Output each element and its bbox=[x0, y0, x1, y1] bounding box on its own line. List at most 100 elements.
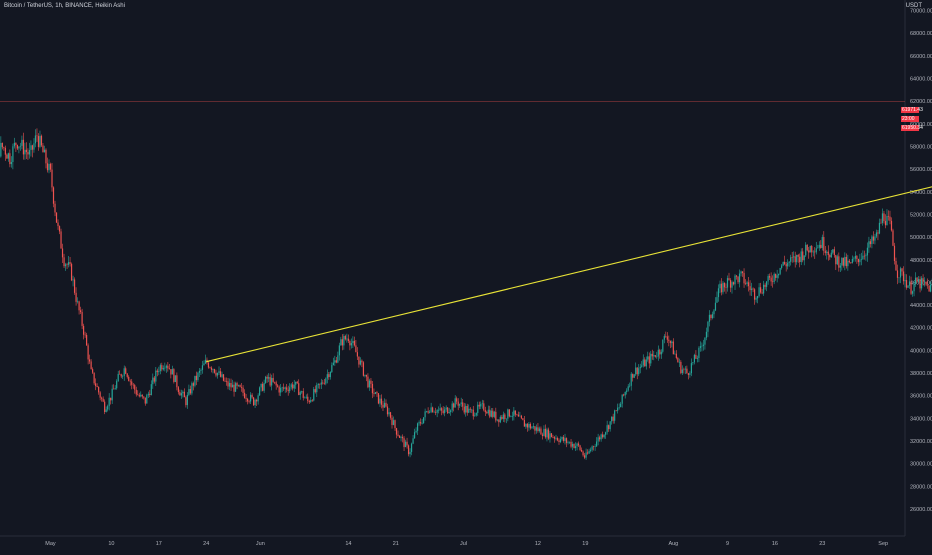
candle-body bbox=[655, 355, 656, 357]
candle-body bbox=[533, 426, 534, 427]
candle-body bbox=[536, 427, 537, 430]
candle-body bbox=[546, 429, 547, 437]
candle-body bbox=[552, 437, 553, 438]
x-tick-label: 17 bbox=[156, 541, 162, 547]
candle-body bbox=[581, 450, 582, 452]
candle-body bbox=[363, 362, 364, 375]
candle-body bbox=[504, 415, 505, 419]
candle-body bbox=[888, 216, 889, 217]
candle-body bbox=[476, 413, 477, 415]
candle-body bbox=[572, 444, 573, 447]
x-tick-label: 12 bbox=[535, 541, 541, 547]
candle-body bbox=[244, 393, 245, 398]
candle-body bbox=[283, 387, 284, 388]
countdown-tag: 23:00 bbox=[901, 116, 919, 122]
candle-body bbox=[130, 381, 131, 382]
candle-body bbox=[376, 392, 377, 393]
candle-body bbox=[859, 260, 860, 263]
candle-body bbox=[364, 375, 365, 376]
candle-body bbox=[789, 262, 790, 263]
candle-body bbox=[238, 385, 239, 386]
candle-body bbox=[593, 446, 594, 447]
candle-body bbox=[500, 417, 501, 422]
candle-body bbox=[229, 383, 230, 387]
candle-body bbox=[68, 262, 69, 265]
candle-body bbox=[212, 369, 213, 370]
candle-body bbox=[822, 237, 823, 248]
candle-body bbox=[810, 246, 811, 252]
candle-body bbox=[595, 446, 596, 447]
candle-body bbox=[45, 150, 46, 164]
candle-body bbox=[273, 378, 274, 382]
candle-body bbox=[62, 249, 63, 258]
candle-body bbox=[242, 388, 243, 393]
x-tick-label: 16 bbox=[772, 541, 778, 547]
x-tick-label: May bbox=[45, 541, 56, 547]
candle-body bbox=[402, 437, 403, 438]
candle-body bbox=[792, 257, 793, 258]
candle-body bbox=[739, 274, 740, 283]
candle-body bbox=[688, 373, 689, 375]
candle-body bbox=[394, 420, 395, 428]
candle-body bbox=[211, 368, 212, 370]
candle-body bbox=[799, 257, 800, 262]
candle-body bbox=[396, 428, 397, 434]
candle-body bbox=[420, 422, 421, 423]
candle-body bbox=[53, 187, 54, 203]
candle-body bbox=[513, 410, 514, 416]
candle-body bbox=[760, 287, 761, 292]
candle-body bbox=[393, 420, 394, 425]
candle-body bbox=[560, 439, 561, 442]
candle-body bbox=[334, 360, 335, 362]
candle-body bbox=[897, 270, 898, 277]
candle-body bbox=[828, 252, 829, 255]
candle-body bbox=[895, 261, 896, 270]
candle-body bbox=[605, 432, 606, 435]
candle-body bbox=[205, 360, 206, 364]
candle-body bbox=[26, 150, 27, 152]
candle-body bbox=[321, 382, 322, 384]
candle-body bbox=[256, 400, 257, 402]
candle-body bbox=[36, 135, 37, 136]
candle-body bbox=[47, 163, 48, 170]
candle-body bbox=[464, 407, 465, 413]
candle-body bbox=[909, 281, 910, 285]
candle-body bbox=[12, 146, 13, 162]
candle-body bbox=[623, 394, 624, 395]
candle-body bbox=[21, 140, 22, 146]
candle-body bbox=[554, 437, 555, 439]
candle-body bbox=[340, 339, 341, 345]
candle-body bbox=[318, 384, 319, 385]
candle-body bbox=[709, 315, 710, 322]
candle-body bbox=[900, 268, 901, 277]
candle-body bbox=[862, 256, 863, 260]
candle-body bbox=[104, 402, 105, 412]
candle-body bbox=[865, 255, 866, 256]
candle-body bbox=[343, 336, 344, 345]
candle-body bbox=[543, 429, 544, 436]
candle-body bbox=[567, 442, 568, 443]
candle-body bbox=[218, 371, 219, 373]
candle-body bbox=[322, 382, 323, 383]
candle-body bbox=[336, 360, 337, 362]
candle-body bbox=[864, 256, 865, 257]
candle-body bbox=[534, 426, 535, 430]
candle-body bbox=[846, 257, 847, 266]
candle-body bbox=[680, 362, 681, 373]
candle-body bbox=[459, 404, 460, 406]
candle-body bbox=[59, 226, 60, 231]
candle-body bbox=[121, 374, 122, 376]
candle-body bbox=[771, 278, 772, 282]
candle-body bbox=[602, 434, 603, 437]
candle-body bbox=[14, 143, 15, 146]
candle-body bbox=[551, 433, 552, 437]
candle-body bbox=[23, 140, 24, 155]
candle-body bbox=[312, 400, 313, 401]
candle-body bbox=[6, 155, 7, 159]
candle-body bbox=[443, 411, 444, 413]
candle-body bbox=[596, 441, 597, 446]
candle-body bbox=[125, 368, 126, 373]
candle-body bbox=[271, 378, 272, 386]
